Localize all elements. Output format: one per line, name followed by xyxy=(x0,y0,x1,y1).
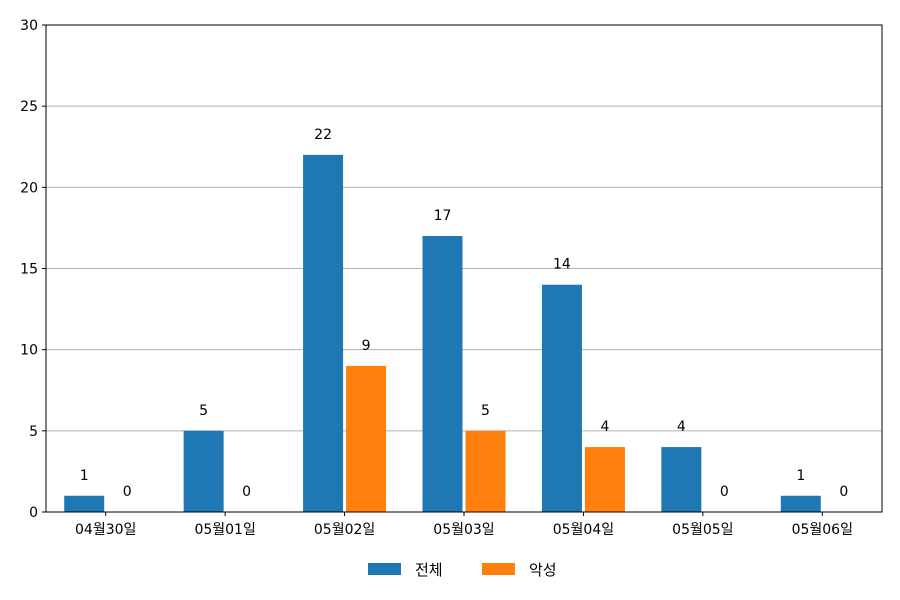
data-label: 0 xyxy=(242,484,251,500)
data-label: 0 xyxy=(123,484,132,500)
y-tick-label: 0 xyxy=(29,505,38,521)
legend-label: 악성 xyxy=(529,561,557,579)
legend: 전체 악성 xyxy=(368,561,557,579)
y-tick-label: 20 xyxy=(20,180,38,196)
x-tick-label: 04월30일 xyxy=(75,522,136,538)
y-tick-label: 30 xyxy=(20,18,38,34)
data-label: 0 xyxy=(839,484,848,500)
legend-swatch xyxy=(482,563,515,575)
x-axis: 04월30일 05월01일 05월02일 05월03일 05월04일 05월05일 05월0… xyxy=(75,512,853,538)
x-tick-label: 05월02일 xyxy=(314,522,375,538)
x-tick-label: 05월05일 xyxy=(672,522,733,538)
bar-total xyxy=(661,447,702,512)
y-tick-label: 10 xyxy=(20,343,38,359)
grid-lines xyxy=(46,105,882,432)
y-tick-label: 15 xyxy=(20,262,38,278)
data-label: 1 xyxy=(80,468,89,484)
data-label: 22 xyxy=(314,127,332,143)
bar-malicious xyxy=(584,447,625,512)
data-label: 1 xyxy=(796,468,805,484)
x-tick-label: 05월04일 xyxy=(553,522,614,538)
legend-swatch xyxy=(368,563,401,575)
data-label: 5 xyxy=(481,403,490,419)
data-label: 4 xyxy=(677,419,686,435)
bars xyxy=(64,154,821,513)
bar-total xyxy=(303,154,344,512)
bar-malicious xyxy=(346,365,387,512)
data-label: 0 xyxy=(720,484,729,500)
y-tick-label: 5 xyxy=(29,424,38,440)
bar-total xyxy=(541,284,582,512)
bar-total xyxy=(780,495,821,512)
legend-label: 전체 xyxy=(415,561,443,579)
x-tick-label: 05월06일 xyxy=(792,522,853,538)
y-tick-label: 25 xyxy=(20,99,38,115)
data-label: 4 xyxy=(600,419,609,435)
data-label: 14 xyxy=(553,257,571,273)
bar-malicious xyxy=(465,430,506,512)
data-label: 17 xyxy=(434,208,452,224)
x-tick-label: 05월03일 xyxy=(433,522,494,538)
y-axis: 0 5 10 15 20 25 30 xyxy=(20,18,46,521)
data-label: 9 xyxy=(362,338,371,354)
data-label: 5 xyxy=(199,403,208,419)
bar-total xyxy=(422,236,463,513)
x-tick-label: 05월01일 xyxy=(194,522,255,538)
bar-total xyxy=(183,430,224,512)
bar-total xyxy=(64,495,105,512)
